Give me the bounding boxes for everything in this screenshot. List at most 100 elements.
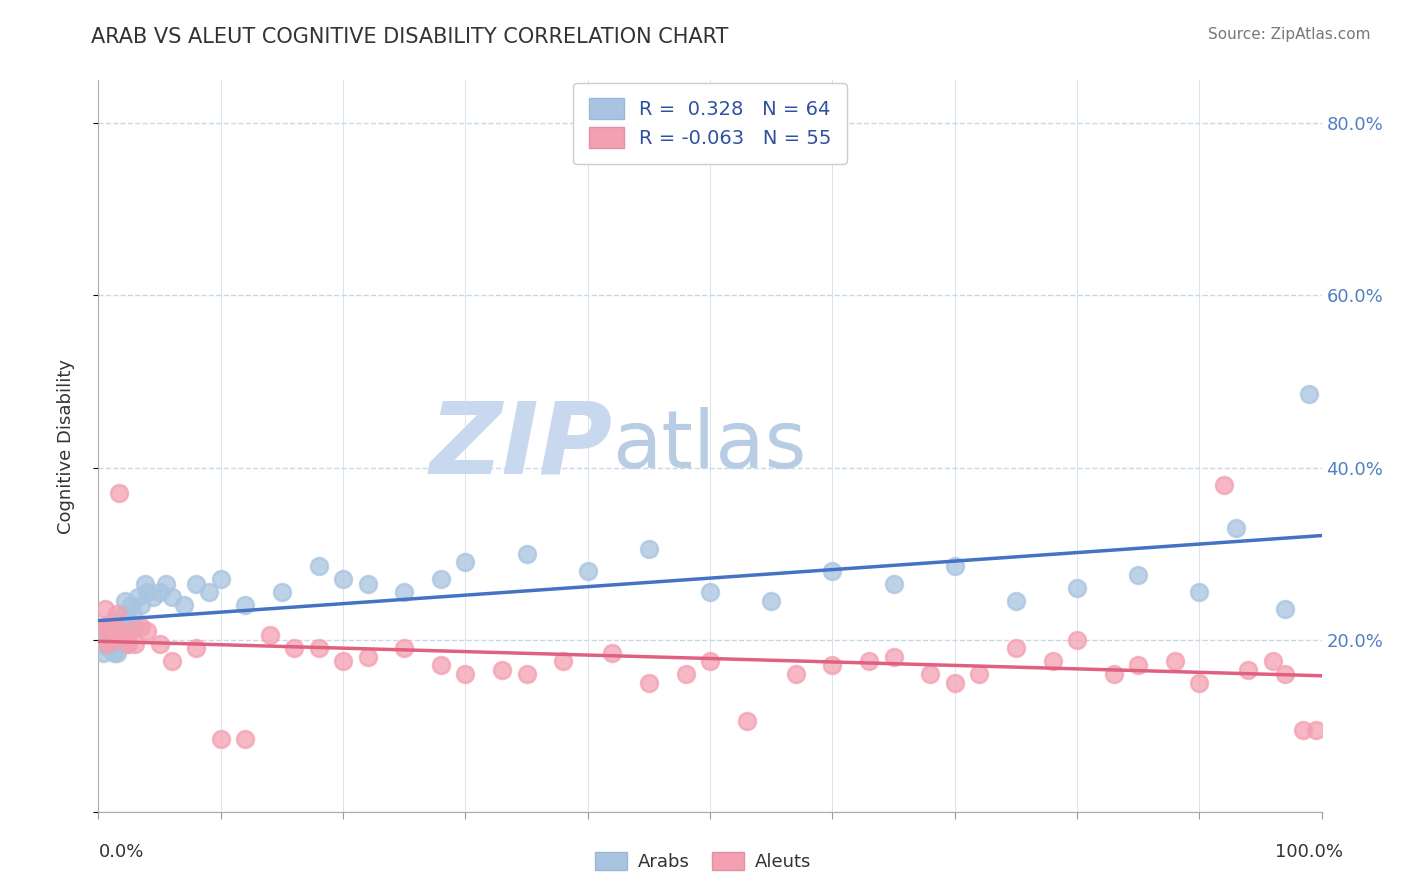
Point <box>136 624 159 638</box>
Point <box>1212 477 1234 491</box>
Point <box>576 564 599 578</box>
Point <box>308 641 330 656</box>
Point <box>115 628 138 642</box>
Point <box>1274 602 1296 616</box>
Point <box>883 649 905 664</box>
Point <box>259 628 281 642</box>
Point <box>111 628 134 642</box>
Point <box>98 641 121 656</box>
Point <box>858 654 880 668</box>
Point <box>173 598 195 612</box>
Point <box>103 620 125 634</box>
Point <box>392 641 416 656</box>
Point <box>105 607 128 621</box>
Point <box>430 658 453 673</box>
Legend: R =  0.328   N = 64, R = -0.063   N = 55: R = 0.328 N = 64, R = -0.063 N = 55 <box>574 83 846 164</box>
Point <box>1305 723 1327 737</box>
Point <box>600 646 623 660</box>
Point <box>785 667 807 681</box>
Point <box>1102 667 1125 681</box>
Legend: Arabs, Aleuts: Arabs, Aleuts <box>588 845 818 879</box>
Point <box>101 615 124 630</box>
Point <box>100 620 122 634</box>
Point <box>1128 568 1150 582</box>
Point <box>105 646 128 660</box>
Point <box>308 559 330 574</box>
Point <box>735 714 758 729</box>
Point <box>883 576 905 591</box>
Text: atlas: atlas <box>612 407 807 485</box>
Point <box>136 585 159 599</box>
Point <box>516 547 538 561</box>
Point <box>104 624 127 638</box>
Point <box>122 620 145 634</box>
Point <box>233 598 256 612</box>
Point <box>97 628 120 642</box>
Point <box>332 654 354 668</box>
Point <box>197 585 219 599</box>
Point <box>120 598 142 612</box>
Point <box>332 573 354 587</box>
Point <box>186 576 208 591</box>
Point <box>1188 585 1211 599</box>
Point <box>675 667 697 681</box>
Point <box>637 675 661 690</box>
Point <box>112 607 135 621</box>
Point <box>142 590 165 604</box>
Point <box>103 646 125 660</box>
Point <box>1066 581 1088 595</box>
Point <box>120 624 142 638</box>
Point <box>107 628 129 642</box>
Point <box>121 607 143 621</box>
Point <box>1261 654 1284 668</box>
Point <box>160 654 183 668</box>
Point <box>93 624 115 638</box>
Point <box>118 615 141 630</box>
Point <box>283 641 305 656</box>
Point <box>160 590 183 604</box>
Y-axis label: Cognitive Disability: Cognitive Disability <box>56 359 75 533</box>
Point <box>101 632 124 647</box>
Point <box>111 637 134 651</box>
Point <box>101 637 124 651</box>
Point <box>233 731 256 746</box>
Point <box>209 731 232 746</box>
Point <box>454 555 477 569</box>
Point <box>1237 663 1260 677</box>
Point <box>129 620 152 634</box>
Text: ARAB VS ALEUT COGNITIVE DISABILITY CORRELATION CHART: ARAB VS ALEUT COGNITIVE DISABILITY CORRE… <box>91 27 728 46</box>
Point <box>129 598 152 612</box>
Point <box>124 637 146 651</box>
Point <box>91 620 114 634</box>
Point <box>149 585 172 599</box>
Point <box>96 637 118 651</box>
Point <box>1004 641 1026 656</box>
Point <box>120 620 142 634</box>
Point <box>1004 594 1026 608</box>
Point <box>920 667 942 681</box>
Text: 0.0%: 0.0% <box>98 843 143 861</box>
Point <box>392 585 416 599</box>
Point <box>553 654 575 668</box>
Point <box>98 620 121 634</box>
Point <box>699 585 721 599</box>
Point <box>100 632 122 647</box>
Point <box>110 615 132 630</box>
Point <box>134 576 156 591</box>
Point <box>491 663 513 677</box>
Point <box>637 542 661 557</box>
Point <box>821 564 844 578</box>
Point <box>821 658 844 673</box>
Point <box>94 632 117 647</box>
Point <box>111 624 134 638</box>
Point <box>356 649 378 664</box>
Point <box>356 576 378 591</box>
Point <box>108 486 131 500</box>
Text: ZIP: ZIP <box>429 398 612 494</box>
Point <box>943 559 966 574</box>
Point <box>1164 654 1187 668</box>
Point <box>1298 387 1320 401</box>
Point <box>943 675 966 690</box>
Point <box>149 637 172 651</box>
Point <box>430 573 453 587</box>
